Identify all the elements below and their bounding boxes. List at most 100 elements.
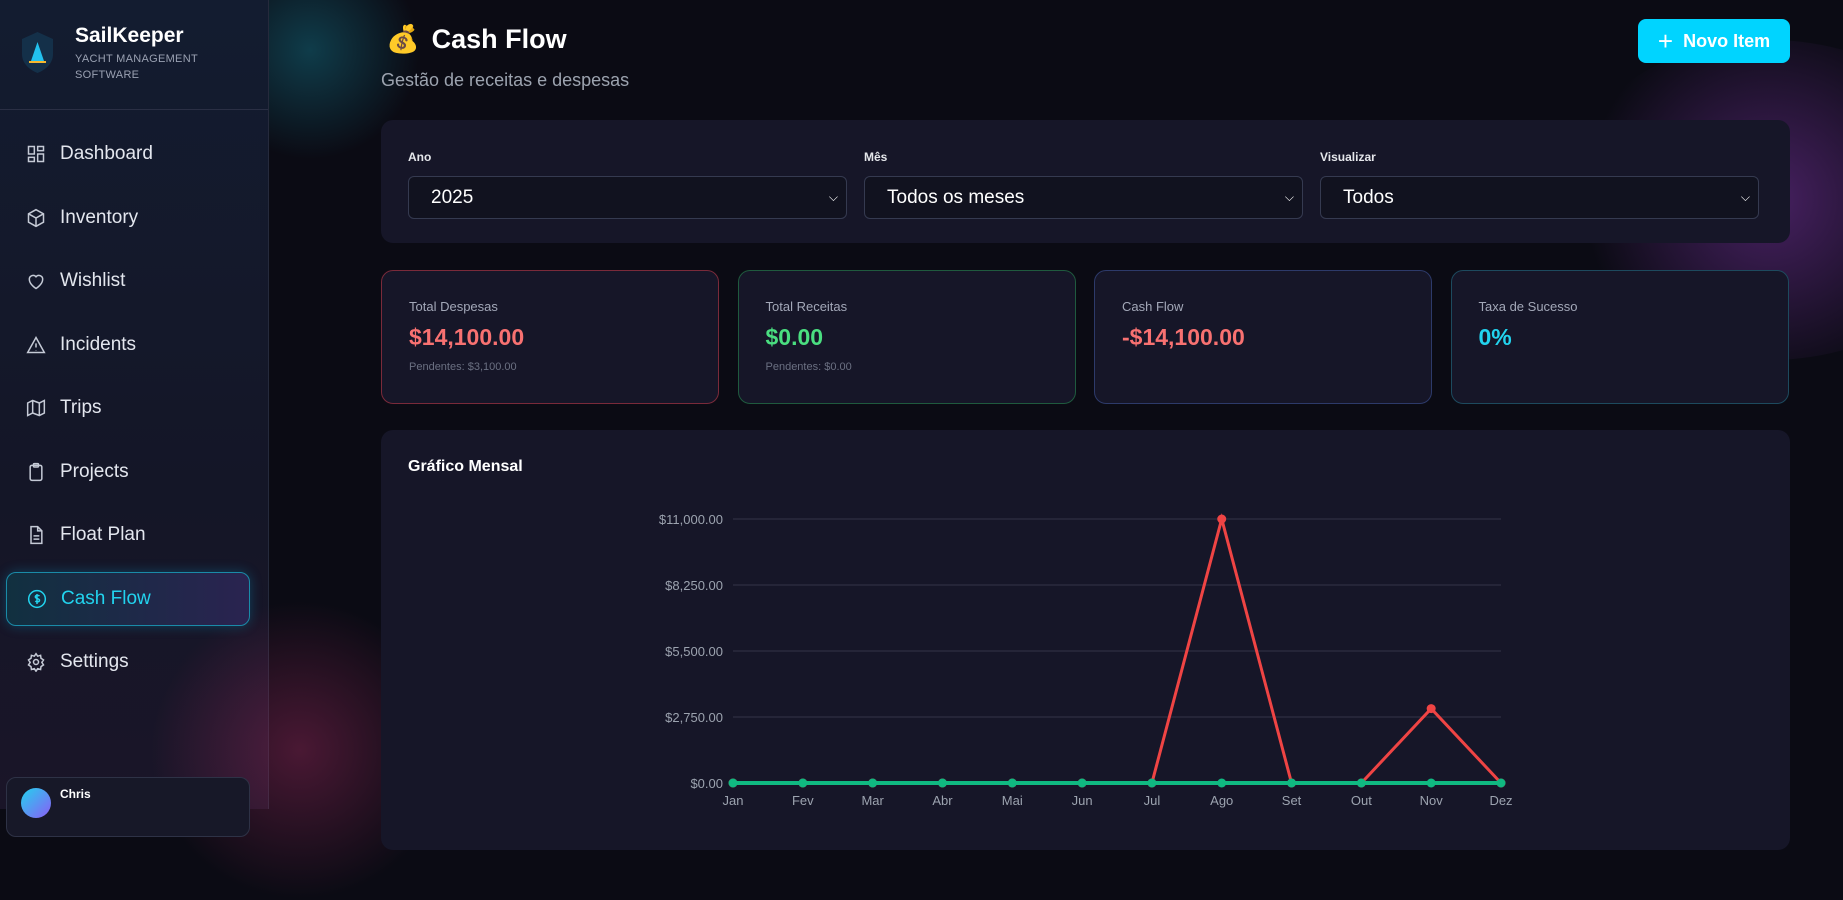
y-tick-label: $8,250.00	[665, 578, 723, 593]
stat-label: Total Receitas	[765, 299, 848, 314]
sidebar-item-label: Dashboard	[60, 143, 153, 164]
new-item-button[interactable]: + Novo Item	[1638, 19, 1790, 63]
plus-icon: +	[1657, 25, 1674, 56]
sidebar-item-incidents[interactable]: Incidents	[6, 318, 250, 372]
y-tick-label: $0.00	[690, 776, 723, 791]
stat-label: Total Despesas	[409, 299, 498, 314]
sidebar-item-label: Projects	[60, 460, 129, 482]
filter-select[interactable]: 2025 ⌵	[408, 176, 847, 219]
stat-value: -$14,100.00	[1122, 324, 1245, 350]
x-tick-label: Nov	[1420, 793, 1444, 808]
sidebar: SailKeeper YACHT MANAGEMENT SOFTWARE Dash…	[0, 0, 450, 900]
data-point[interactable]	[798, 778, 808, 788]
chart-panel: Gráfico Mensal $0.00 $2,750.00 $5,500.00 $8…	[381, 430, 1790, 850]
chart-title: Gráfico Mensal	[408, 458, 523, 475]
heart-icon	[28, 274, 44, 290]
stat-sub: Pendentes: $0.00	[765, 361, 852, 373]
sidebar-item-dashboard[interactable]: Dashboard	[6, 127, 250, 181]
x-tick-label: Out	[1351, 793, 1372, 808]
stat-card: Cash Flow -$14,100.00	[1094, 270, 1432, 404]
filter-2: Visualizar Todos ⌵	[1320, 150, 1759, 219]
avatar	[21, 788, 51, 818]
sidebar-item-wishlist[interactable]: Wishlist	[6, 254, 250, 308]
chevron-down-icon: ⌵	[1740, 190, 1750, 204]
data-point[interactable]	[1426, 704, 1436, 714]
filter-label: Ano	[408, 150, 432, 164]
sidebar-item-label: Settings	[60, 651, 129, 672]
y-tick-label: $2,750.00	[665, 710, 723, 725]
filter-select[interactable]: Todos ⌵	[1320, 176, 1759, 219]
chevron-down-icon: ⌵	[828, 190, 838, 204]
data-point[interactable]	[1496, 778, 1506, 788]
sidebar-item-label: Incidents	[60, 333, 137, 355]
dollar-circle-icon	[27, 589, 47, 608]
page-subtitle: Gestão de receitas e despesas	[381, 70, 630, 90]
sidebar-item-label: Cash Flow	[61, 587, 151, 609]
x-tick-label: Fev	[792, 793, 814, 808]
map-icon	[26, 399, 46, 417]
user-card[interactable]: Chris	[6, 777, 250, 837]
box-icon	[27, 208, 45, 227]
filters-panel: Ano 2025 ⌵ Mês Todos os meses ⌵ Visualizar Todo…	[381, 120, 1790, 243]
grid-icon	[27, 145, 45, 163]
data-point[interactable]	[728, 778, 738, 788]
line-chart: $0.00 $2,750.00 $5,500.00 $8,250.00 $11,000.…	[659, 512, 1513, 808]
data-point[interactable]	[1426, 778, 1436, 788]
data-point[interactable]	[1217, 778, 1227, 788]
stat-value: $0.00	[765, 324, 824, 350]
sidebar-item-label: Wishlist	[60, 270, 126, 291]
filter-1: Mês Todos os meses ⌵	[864, 150, 1303, 219]
x-tick-label: Mai	[1002, 793, 1023, 808]
sidebar-item-label: Float Plan	[60, 524, 146, 545]
x-tick-label: Ago	[1210, 793, 1233, 808]
sidebar-item-projects[interactable]: Projects	[6, 445, 250, 499]
sidebar-item-float-plan[interactable]: Float Plan	[6, 508, 250, 562]
alert-triangle-icon	[26, 335, 46, 353]
x-tick-label: Set	[1282, 793, 1302, 808]
data-point[interactable]	[1077, 778, 1087, 788]
sidebar-item-trips[interactable]: Trips	[6, 381, 250, 435]
stat-label: Taxa de Sucesso	[1478, 299, 1578, 314]
chevron-down-icon: ⌵	[1284, 190, 1294, 204]
x-tick-label: Abr	[932, 793, 953, 808]
logo-icon	[22, 32, 53, 73]
stat-sub: Pendentes: $3,100.00	[409, 361, 517, 373]
data-point[interactable]	[1007, 778, 1017, 788]
data-point[interactable]	[868, 778, 878, 788]
sidebar-item-settings[interactable]: Settings	[6, 635, 250, 689]
gear-icon	[27, 652, 45, 672]
stat-value: 0%	[1478, 324, 1512, 350]
stat-card: Taxa de Sucesso 0%	[1450, 270, 1789, 404]
clipboard-icon	[29, 462, 43, 481]
y-tick-label: $11,000.00	[659, 512, 723, 527]
brand-name: SailKeeper	[75, 24, 184, 47]
money-bag-icon: 💰	[386, 24, 420, 54]
filter-select[interactable]: Todos os meses ⌵	[864, 176, 1303, 219]
sidebar-item-cash-flow[interactable]: Cash Flow	[6, 571, 250, 626]
data-point[interactable]	[1356, 778, 1366, 788]
sidebar-item-label: Inventory	[60, 206, 139, 228]
stat-value: $14,100.00	[409, 324, 525, 350]
x-tick-label: Mar	[861, 793, 884, 808]
stat-label: Cash Flow	[1122, 299, 1184, 314]
data-point[interactable]	[1217, 514, 1227, 524]
x-tick-label: Dez	[1489, 793, 1512, 808]
stat-card: Total Receitas $0.00 Pendentes: $0.00	[737, 270, 1076, 404]
y-tick-label: $5,500.00	[665, 644, 723, 659]
x-tick-label: Jan	[723, 793, 744, 808]
filter-label: Visualizar	[1320, 150, 1376, 164]
data-point[interactable]	[937, 778, 947, 788]
user-name: Chris	[60, 787, 91, 801]
data-point[interactable]	[1287, 778, 1297, 788]
file-icon	[30, 525, 43, 545]
sidebar-item-inventory[interactable]: Inventory	[6, 191, 250, 245]
sidebar-item-label: Trips	[60, 397, 102, 418]
data-point[interactable]	[1147, 778, 1157, 788]
brand: SailKeeper YACHT MANAGEMENT SOFTWARE	[0, 0, 268, 110]
page-title: 💰 Cash Flow	[386, 23, 567, 55]
brand-subtitle: YACHT MANAGEMENT SOFTWARE	[75, 53, 198, 81]
stat-card: Total Despesas $14,100.00 Pendentes: $3,10…	[381, 270, 719, 404]
filter-0: Ano 2025 ⌵	[408, 150, 847, 219]
x-tick-label: Jul	[1144, 793, 1161, 808]
x-tick-label: Jun	[1072, 793, 1093, 808]
